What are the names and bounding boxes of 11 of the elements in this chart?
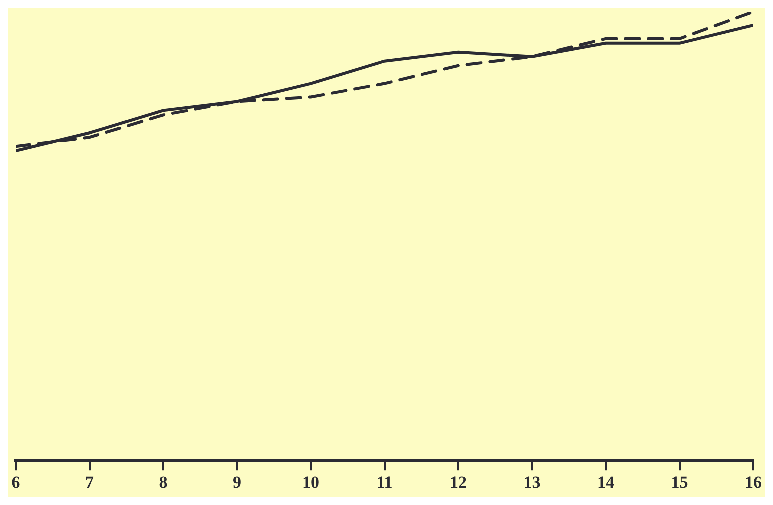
x-tick-label: 9 xyxy=(233,473,242,492)
x-tick-label: 12 xyxy=(450,473,467,492)
x-tick-label: 14 xyxy=(598,473,615,492)
x-tick-label: 6 xyxy=(12,473,20,492)
x-tick-label: 10 xyxy=(302,473,320,492)
x-tick-label: 11 xyxy=(376,473,393,492)
x-tick-label: 8 xyxy=(159,473,168,492)
x-tick-label: 13 xyxy=(524,473,541,492)
x-tick-label: 7 xyxy=(86,473,94,492)
x-tick-label: 16 xyxy=(745,473,762,492)
x-tick-label: 15 xyxy=(671,473,688,492)
